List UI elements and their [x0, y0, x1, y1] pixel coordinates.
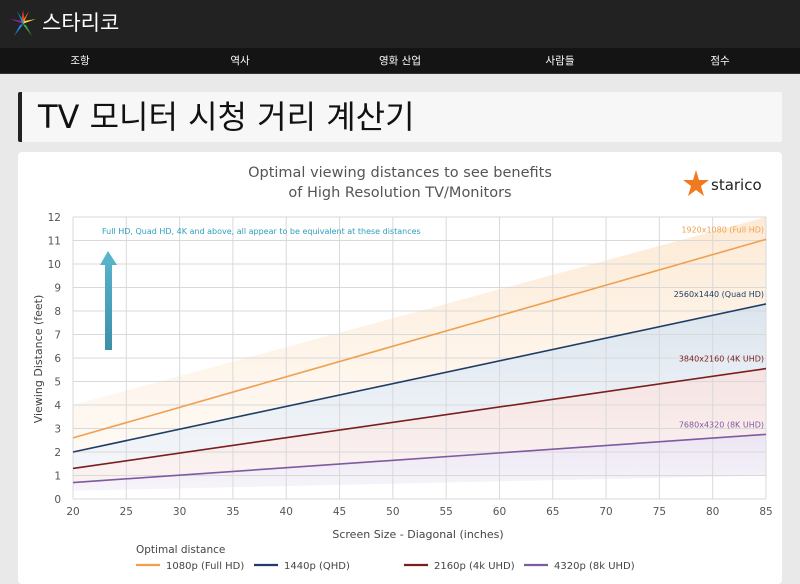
main-nav: 조항 역사 영화 산업 사람들 점수	[0, 48, 800, 74]
x-tick-label: 35	[226, 506, 239, 518]
series-line-3	[72, 367, 767, 470]
series-end-label: 1920x1080 (Full HD)	[681, 225, 764, 234]
chart-card: 20 25 30 35 40 45 50 55 60 65 70 75 80 85 0 1 2 3 4 5 6 7 8 9 10…	[18, 152, 782, 584]
series-line-1	[72, 238, 767, 439]
legend-entry: 2160p (4k UHD)	[434, 561, 515, 572]
series-line-2	[72, 303, 767, 453]
top-bar: 스타리코	[0, 0, 800, 48]
series-line-4	[72, 433, 767, 484]
x-tick-label: 75	[653, 506, 666, 518]
y-tick-label: 12	[48, 212, 61, 224]
page-title-box: TV 모니터 시청 거리 계산기	[18, 92, 782, 142]
x-tick-label: 30	[173, 506, 186, 518]
band-4	[73, 434, 766, 491]
distance-bands	[73, 217, 766, 491]
band-2	[73, 303, 766, 469]
x-tick-label: 60	[493, 506, 506, 518]
series-end-label: 3840x2160 (4K UHD)	[679, 355, 764, 364]
y-axis-label: Viewing Distance (feet)	[32, 295, 45, 424]
x-tick-label: 70	[599, 506, 612, 518]
nav-item-film-industry[interactable]: 영화 산업	[379, 55, 421, 67]
x-axis-label: Screen Size - Diagonal (inches)	[332, 528, 503, 541]
page-title: TV 모니터 시청 거리 계산기	[38, 98, 415, 136]
star-icon	[683, 170, 709, 196]
series-end-label: 7680x4320 (8K UHD)	[679, 420, 764, 429]
brand-name[interactable]: 스타리코	[42, 11, 120, 35]
chart-logo-text: starico	[711, 176, 762, 194]
legend-entry: 4320p (8k UHD)	[554, 561, 635, 572]
x-tick-label: 25	[120, 506, 133, 518]
y-tick-label: 4	[54, 400, 61, 412]
band-3	[73, 368, 766, 483]
starico-chart-logo: starico	[683, 170, 762, 196]
y-tick-label: 0	[54, 494, 61, 506]
x-tick-label: 65	[546, 506, 559, 518]
up-arrow-icon	[100, 251, 117, 350]
viewing-distance-chart: 20 25 30 35 40 45 50 55 60 65 70 75 80 85012345678910…	[32, 165, 773, 572]
legend-entry: 1440p (QHD)	[284, 561, 350, 572]
chart-title: Optimal viewing distances to see benefit…	[248, 165, 552, 181]
y-tick-label: 6	[54, 353, 61, 365]
y-tick-label: 9	[54, 283, 61, 295]
x-tick-label: 45	[333, 506, 346, 518]
y-tick-label: 7	[54, 330, 61, 342]
series-end-label: 2560x1440 (Quad HD)	[674, 290, 764, 299]
legend-title: Optimal distance	[136, 544, 225, 556]
starico-logo-icon[interactable]	[8, 9, 38, 39]
x-tick-label: 55	[439, 506, 452, 518]
y-tick-label: 8	[54, 306, 61, 318]
chart-subtitle: of High Resolution TV/Monitors	[288, 185, 511, 201]
nav-item-scores[interactable]: 점수	[710, 55, 730, 67]
chart-legend: 1080p (Full HD) 1440p (QHD) 2160p (4k UHD)…	[136, 561, 635, 572]
y-tick-label: 2	[54, 447, 61, 459]
y-tick-label: 10	[48, 259, 61, 271]
y-tick-label: 3	[54, 424, 61, 436]
nav-item-articles[interactable]: 조항	[70, 55, 90, 67]
x-tick-label: 20	[66, 506, 79, 518]
series-lines: 1920x1080 (Full HD) 2560x1440 (Quad HD) 38…	[72, 225, 767, 484]
x-tick-label: 85	[759, 506, 772, 518]
y-tick-label: 5	[54, 377, 61, 389]
x-tick-label: 50	[386, 506, 399, 518]
chart-annotation: Full HD, Quad HD, 4K and above, all appe…	[102, 227, 421, 236]
nav-item-people[interactable]: 사람들	[545, 55, 575, 67]
nav-item-history[interactable]: 역사	[230, 55, 250, 67]
y-tick-label: 11	[48, 236, 61, 248]
y-tick-label: 1	[54, 471, 61, 483]
chart-axes: 20 25 30 35 40 45 50 55 60 65 70 75 80 85012345678910…	[48, 212, 773, 518]
x-tick-label: 40	[280, 506, 293, 518]
x-tick-label: 80	[706, 506, 719, 518]
legend-entry: 1080p (Full HD)	[166, 561, 244, 572]
